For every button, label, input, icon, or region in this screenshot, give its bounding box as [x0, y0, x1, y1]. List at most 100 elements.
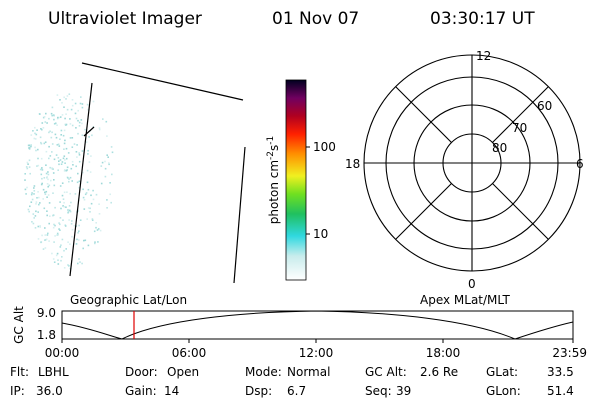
map-line [81, 62, 244, 101]
dot [44, 191, 46, 194]
dot [67, 211, 69, 214]
dot [45, 164, 47, 166]
dot [64, 159, 66, 161]
dot [72, 164, 74, 166]
dot [33, 217, 35, 219]
dot [77, 172, 79, 175]
dot [37, 238, 40, 240]
field-label: GLat: [486, 365, 518, 379]
dot [42, 127, 45, 129]
dot [71, 104, 74, 107]
dot [46, 176, 48, 178]
colorbar-label: photon cm-2s-1 [266, 136, 281, 225]
x-tick-label: 06:00 [172, 346, 207, 360]
dot [75, 117, 78, 120]
dot [58, 160, 60, 162]
dot [93, 230, 96, 233]
dot [46, 210, 48, 212]
dot [39, 168, 42, 171]
dot [105, 120, 108, 123]
dot [99, 229, 102, 232]
dot [65, 157, 68, 160]
dot [110, 201, 112, 204]
dot [65, 147, 68, 150]
x-tick-label: 00:00 [45, 346, 80, 360]
dot [87, 153, 89, 155]
dot [78, 180, 81, 183]
dot [57, 116, 59, 119]
dot [43, 207, 46, 210]
dot [78, 230, 80, 232]
dot [67, 152, 70, 154]
dot [48, 184, 51, 187]
mlt-label: 12 [476, 49, 491, 63]
emission-dots [24, 93, 114, 270]
label-unit: s [267, 145, 281, 151]
field-value: 39 [396, 384, 411, 398]
dot [31, 192, 33, 194]
polar-grid [363, 54, 581, 272]
dot [91, 134, 93, 137]
dot [38, 203, 40, 206]
dot [30, 134, 33, 136]
dot [61, 194, 64, 197]
uv-image [24, 62, 246, 284]
dot [33, 193, 35, 195]
diagonal [492, 86, 549, 143]
dot [59, 201, 61, 203]
dot [57, 259, 59, 261]
dot [54, 224, 56, 227]
field-label: IP: [10, 384, 25, 398]
dot [73, 143, 76, 145]
dot [71, 235, 73, 238]
dot [70, 223, 73, 225]
dot [27, 208, 30, 211]
dot [65, 206, 67, 208]
dot [106, 207, 108, 209]
dot [104, 160, 106, 163]
dot [61, 114, 64, 116]
dot [69, 209, 71, 212]
mlt-label: 18 [345, 157, 360, 171]
dot [28, 166, 31, 168]
dot [41, 167, 43, 169]
dot [40, 142, 43, 145]
dot [65, 248, 67, 250]
y-tick-label: 9.0 [37, 306, 56, 320]
dot [76, 238, 78, 241]
map-line [69, 82, 93, 277]
dot [66, 95, 69, 97]
dot [90, 155, 92, 157]
dot [65, 98, 67, 100]
dot [109, 193, 111, 196]
dot [34, 146, 36, 149]
dot [74, 112, 77, 115]
field-value: 14 [164, 384, 179, 398]
dot [59, 223, 61, 226]
dot [77, 232, 79, 234]
dot [33, 137, 36, 140]
dot [90, 194, 92, 197]
dot [49, 215, 51, 217]
dot [63, 96, 65, 99]
field-value: 2.6 Re [420, 365, 458, 379]
dot [67, 241, 69, 243]
dot [70, 167, 73, 170]
dot [32, 130, 34, 132]
dot [41, 169, 44, 171]
dot [83, 208, 86, 210]
orbit-plot: Geographic Lat/Lon Apex MLat/MLT GC Alt … [12, 293, 587, 360]
dot [85, 141, 88, 143]
dot [43, 177, 46, 179]
dot [42, 188, 45, 191]
field-label: Mode: [245, 365, 282, 379]
dot [35, 149, 37, 152]
dot [27, 163, 29, 165]
map-line [233, 146, 246, 284]
dot [55, 136, 58, 139]
dot [84, 128, 86, 131]
dot [52, 192, 54, 194]
x-tick-label: 23:59 [552, 346, 587, 360]
dot [63, 191, 66, 194]
dot [41, 122, 44, 124]
